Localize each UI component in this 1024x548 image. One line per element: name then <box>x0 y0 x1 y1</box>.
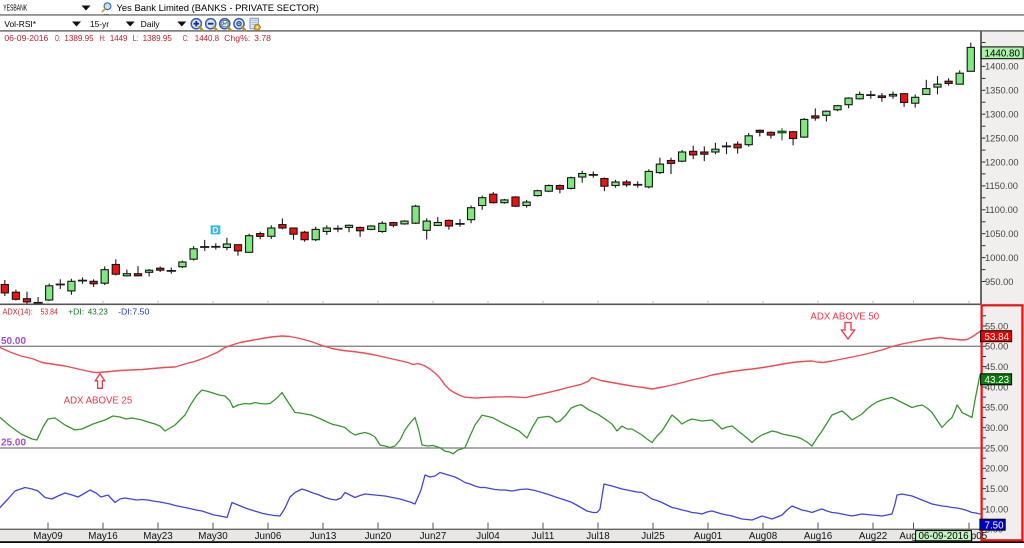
svg-text:1050.00: 1050.00 <box>985 229 1019 239</box>
svg-text:May23: May23 <box>143 531 173 542</box>
svg-text:25.00: 25.00 <box>985 443 1008 453</box>
svg-text:1400.00: 1400.00 <box>985 62 1019 72</box>
svg-text:May30: May30 <box>198 531 228 542</box>
svg-text:May09: May09 <box>33 531 62 542</box>
svg-text:45.00: 45.00 <box>985 362 1008 372</box>
svg-text:1389.95: 1389.95 <box>143 34 173 43</box>
svg-text:L:: L: <box>133 34 139 43</box>
svg-text:15.00: 15.00 <box>985 484 1008 494</box>
svg-text:50.00: 50.00 <box>1 336 26 347</box>
svg-text:O:: O: <box>55 34 60 43</box>
svg-text:D: D <box>212 225 218 235</box>
svg-text:53.84: 53.84 <box>985 332 1010 343</box>
svg-text:Aug16: Aug16 <box>804 531 833 542</box>
svg-text:1300.00: 1300.00 <box>985 110 1019 120</box>
svg-text:1250.00: 1250.00 <box>985 133 1019 143</box>
svg-text:Jul18: Jul18 <box>586 531 610 542</box>
svg-text:1200.00: 1200.00 <box>985 157 1019 167</box>
svg-text:20.00: 20.00 <box>985 464 1008 474</box>
svg-text:43.23: 43.23 <box>985 375 1010 386</box>
svg-text:Jun27: Jun27 <box>420 531 447 542</box>
svg-text:06-09-2016: 06-09-2016 <box>4 34 48 43</box>
svg-text:1440.80: 1440.80 <box>985 49 1021 60</box>
svg-text:Aug22: Aug22 <box>859 531 887 542</box>
svg-text:1440.8: 1440.8 <box>195 34 220 43</box>
svg-text:Chg%:: Chg%: <box>224 34 250 43</box>
svg-text:ADX ABOVE 50: ADX ABOVE 50 <box>810 311 879 323</box>
svg-text:15-yr: 15-yr <box>90 19 109 29</box>
svg-text:H:: H: <box>100 34 106 43</box>
svg-text:Jul11: Jul11 <box>532 531 555 542</box>
svg-text:7.50: 7.50 <box>985 520 1005 531</box>
svg-text:1449: 1449 <box>110 34 128 43</box>
svg-text:53.84: 53.84 <box>41 308 59 317</box>
svg-text:Daily: Daily <box>141 19 161 29</box>
svg-text:Jun06: Jun06 <box>255 531 282 542</box>
svg-text:ADX ABOVE 25: ADX ABOVE 25 <box>64 395 133 407</box>
svg-text:950.00: 950.00 <box>985 277 1013 287</box>
svg-text:43.23: 43.23 <box>88 308 109 317</box>
svg-text:ADX(14):: ADX(14): <box>3 308 33 317</box>
svg-text:Vol-RSI*: Vol-RSI* <box>4 19 36 29</box>
svg-text:-DI:: -DI: <box>118 308 132 317</box>
svg-text:1350.00: 1350.00 <box>985 86 1019 96</box>
svg-text:3.78: 3.78 <box>254 34 271 43</box>
svg-text:1389.95: 1389.95 <box>64 34 94 43</box>
svg-text:1100.00: 1100.00 <box>985 205 1018 215</box>
svg-text:Yes Bank Limited (BANKS - PRI: Yes Bank Limited (BANKS - PRIVATE SECTOR… <box>117 3 319 14</box>
svg-text:Aug01: Aug01 <box>694 531 722 542</box>
svg-text:Jul25: Jul25 <box>641 531 665 542</box>
svg-text:C:: C: <box>183 34 189 43</box>
svg-text:10.00: 10.00 <box>985 504 1008 514</box>
svg-text:...: ... <box>104 8 109 17</box>
svg-text:7.50: 7.50 <box>132 308 150 317</box>
svg-text:06-09-2016: 06-09-2016 <box>918 531 969 542</box>
svg-text:May16: May16 <box>88 531 118 542</box>
svg-text:30.00: 30.00 <box>985 423 1008 433</box>
svg-text:25.00: 25.00 <box>1 438 26 449</box>
svg-text:50.00: 50.00 <box>985 342 1008 352</box>
svg-text:Jun20: Jun20 <box>365 531 392 542</box>
svg-text:YESBANK: YESBANK <box>3 3 27 12</box>
svg-text:1150.00: 1150.00 <box>985 181 1018 191</box>
svg-text:Jun13: Jun13 <box>310 531 337 542</box>
svg-text:Jul04: Jul04 <box>476 531 500 542</box>
svg-text:35.00: 35.00 <box>985 403 1008 413</box>
svg-text:55.00: 55.00 <box>985 321 1008 331</box>
svg-text:Aug08: Aug08 <box>749 531 778 542</box>
svg-text:+DI:: +DI: <box>68 308 84 317</box>
svg-text:1000.00: 1000.00 <box>985 253 1019 263</box>
